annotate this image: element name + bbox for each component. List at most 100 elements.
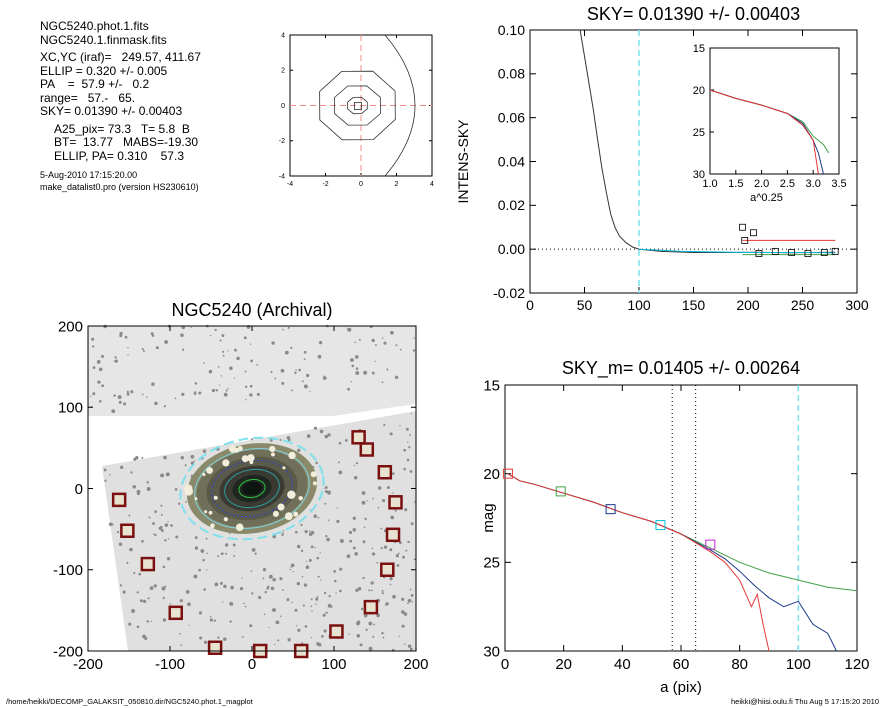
image-speckle	[188, 624, 190, 626]
image-mask-square	[111, 492, 127, 508]
sky-plot-xtick-label: 200	[736, 297, 760, 313]
image-speckle	[154, 401, 158, 406]
image-mask-square	[363, 599, 379, 615]
image-speckle	[349, 539, 353, 543]
image-speckle	[225, 389, 228, 392]
image-speckle	[317, 516, 320, 519]
image-speckle	[146, 396, 148, 398]
image-speckle	[305, 565, 310, 569]
image-speckle	[229, 601, 234, 606]
mag-plot-xtick-label: 20	[555, 656, 572, 673]
image-speckle	[381, 498, 386, 503]
image-speckle	[372, 497, 374, 500]
image-speckle	[363, 613, 368, 618]
image-speckle	[234, 348, 237, 352]
galaxy-mask-blob	[237, 445, 243, 452]
image-speckle	[220, 552, 224, 556]
image-speckle	[400, 610, 405, 614]
image-speckle	[309, 390, 311, 392]
image-speckle	[352, 528, 357, 532]
image-speckle	[133, 457, 137, 461]
image-speckle	[119, 331, 123, 336]
image-speckle	[401, 624, 405, 628]
image-mask-square	[351, 430, 366, 445]
image-speckle	[377, 486, 382, 490]
sky-plot-ytick-label: 0.00	[498, 241, 525, 257]
info-file1: NGC5240.phot.1.fits	[40, 19, 149, 33]
image-speckle	[346, 554, 351, 559]
image-speckle	[163, 455, 167, 460]
image-speckle	[150, 332, 154, 335]
mag-series-0	[507, 473, 858, 592]
image-speckle	[371, 552, 376, 556]
image-speckle	[194, 382, 198, 385]
info-panel: NGC5240.phot.1.fits NGC5240.1.finmask.fi…	[40, 19, 290, 192]
info-ellip-pa: ELLIP, PA= 0.310 57.3	[54, 148, 184, 163]
sky-plot-xtick-label: 0	[526, 297, 534, 313]
image-speckle	[338, 441, 342, 445]
image-speckle	[410, 413, 412, 415]
galaxy-mask-blob	[269, 445, 276, 453]
image-speckle	[324, 486, 328, 489]
sky-plot-xtick-label: 100	[627, 297, 651, 313]
image-speckle	[327, 603, 332, 608]
mag-plot-ytick-label: 30	[483, 643, 500, 660]
center-contour-1	[333, 85, 381, 126]
inset-xtick-label: 1.5	[728, 178, 743, 190]
image-speckle	[294, 530, 298, 534]
image-speckle	[336, 519, 340, 523]
image-speckle	[138, 572, 142, 576]
image-speckle	[233, 554, 236, 557]
image-speckle	[354, 341, 357, 344]
image-plot-ytick-label: -200	[53, 643, 83, 660]
image-speckle	[219, 339, 222, 342]
image-speckle	[402, 555, 405, 559]
image-speckle	[118, 400, 122, 404]
image-speckle	[251, 548, 256, 552]
image-speckle	[356, 620, 361, 624]
image-speckle	[311, 610, 313, 612]
image-speckle	[409, 470, 413, 473]
image-speckle	[346, 328, 349, 330]
image-speckle	[206, 569, 208, 571]
image-speckle	[254, 552, 257, 555]
image-speckle	[291, 389, 294, 392]
image-speckle	[262, 577, 265, 580]
galaxy-group	[179, 436, 325, 541]
image-speckle	[301, 575, 304, 578]
image-speckle	[371, 371, 375, 375]
image-speckle	[348, 633, 350, 635]
image-speckle	[92, 366, 96, 369]
galaxy-mask-blob	[282, 466, 286, 470]
image-speckle	[407, 441, 409, 443]
image-speckle	[146, 481, 150, 484]
galaxy-mask-blob	[288, 451, 296, 460]
image-speckle	[185, 589, 190, 594]
sky-marker	[750, 229, 757, 237]
image-speckle	[227, 350, 229, 352]
galaxy-mask-blob	[235, 523, 244, 532]
image-speckle	[404, 508, 408, 512]
image-speckle	[249, 384, 253, 388]
image-speckle	[286, 436, 291, 440]
image-speckle	[120, 465, 124, 470]
image-speckle	[279, 615, 282, 618]
center-plot-xtick-label: 0	[359, 181, 363, 188]
image-speckle	[163, 405, 166, 408]
image-speckle	[411, 601, 413, 603]
image-speckle	[290, 563, 295, 568]
image-speckle	[128, 622, 132, 626]
mag-marker	[705, 539, 716, 550]
image-speckle	[292, 570, 294, 573]
image-speckle	[294, 608, 298, 612]
image-speckle	[154, 510, 157, 513]
image-speckle	[304, 625, 308, 628]
image-speckle	[328, 594, 331, 598]
image-mask-square	[377, 465, 393, 480]
image-speckle	[334, 579, 337, 583]
image-speckle	[270, 370, 273, 374]
image-speckle	[209, 618, 213, 622]
center-plot-xtick-label: 2	[395, 181, 399, 188]
image-speckle	[359, 643, 363, 647]
image-speckle	[268, 626, 270, 629]
